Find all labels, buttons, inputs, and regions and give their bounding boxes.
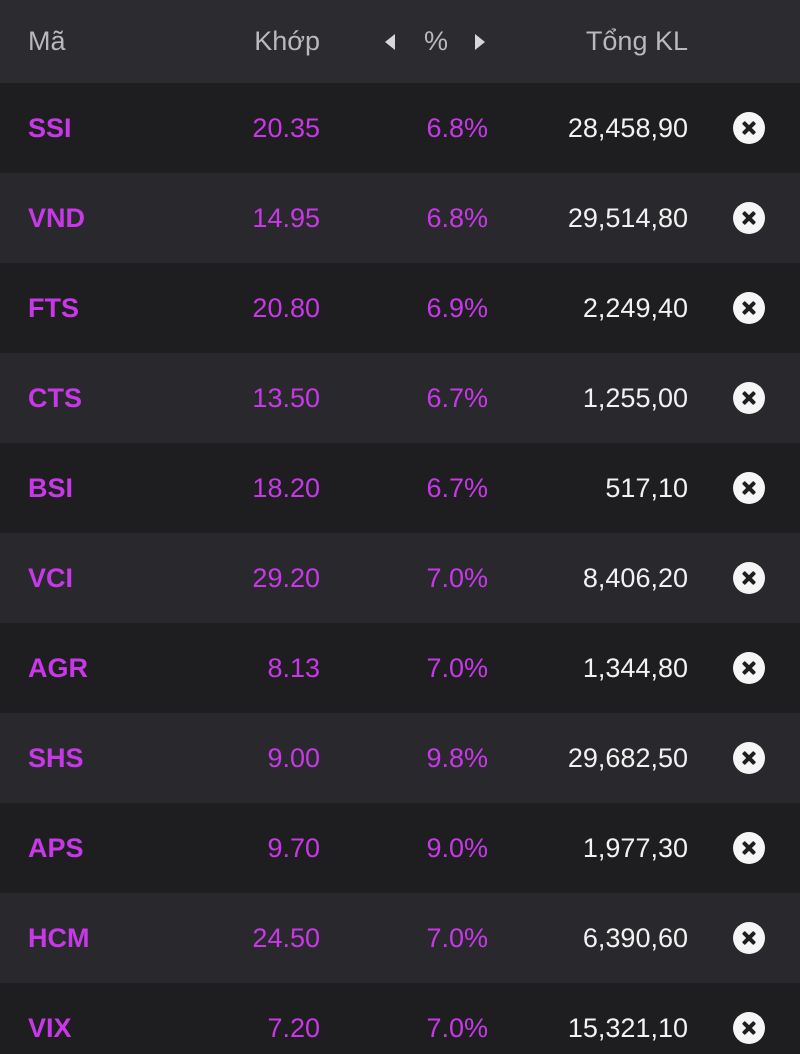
close-circle-icon[interactable] [733,562,765,594]
close-circle-icon[interactable] [733,382,765,414]
change-pct: 7.0% [426,922,488,953]
change-pct: 6.7% [426,472,488,503]
close-circle-icon[interactable] [733,472,765,504]
table-row[interactable]: CTS 13.50 6.7% 1,255,00 [0,353,800,443]
stock-code[interactable]: AGR [28,652,88,683]
match-price: 9.70 [267,832,320,863]
total-volume: 6,390,60 [582,922,688,953]
header-price[interactable]: Khớp [254,26,320,56]
table-row[interactable]: VND 14.95 6.8% 29,514,80 [0,173,800,263]
table-row[interactable]: FTS 20.80 6.9% 2,249,40 [0,263,800,353]
table-row[interactable]: VCI 29.20 7.0% 8,406,20 [0,533,800,623]
chevron-right-icon[interactable] [475,33,485,50]
close-circle-icon[interactable] [733,292,765,324]
stock-code[interactable]: SHS [28,742,84,773]
total-volume: 2,249,40 [582,292,688,323]
header-volume[interactable]: Tổng KL [585,26,688,56]
change-pct: 6.8% [426,202,488,233]
change-pct: 9.0% [426,832,488,863]
stock-code[interactable]: APS [28,832,84,863]
table-row[interactable]: SSI 20.35 6.8% 28,458,90 [0,83,800,173]
match-price: 20.35 [252,112,320,143]
total-volume: 1,977,30 [582,832,688,863]
match-price: 29.20 [252,562,320,593]
close-circle-icon[interactable] [733,1012,765,1044]
table-row[interactable]: AGR 8.13 7.0% 1,344,80 [0,623,800,713]
change-pct: 7.0% [426,1012,488,1043]
close-circle-icon[interactable] [733,832,765,864]
stock-code[interactable]: VND [28,202,86,233]
table-body: SSI 20.35 6.8% 28,458,90 VND 14.95 6.8% … [0,83,800,1054]
match-price: 20.80 [252,292,320,323]
chevron-left-icon[interactable] [385,33,395,50]
match-price: 24.50 [252,922,320,953]
match-price: 14.95 [252,202,320,233]
header-code[interactable]: Mã [28,26,66,56]
close-circle-icon[interactable] [733,112,765,144]
total-volume: 29,682,50 [567,742,688,773]
stock-code[interactable]: BSI [28,472,74,503]
total-volume: 517,10 [605,472,688,503]
close-circle-icon[interactable] [733,742,765,774]
table-row[interactable]: APS 9.70 9.0% 1,977,30 [0,803,800,893]
change-pct: 6.7% [426,382,488,413]
stock-code[interactable]: VCI [28,562,74,593]
change-pct: 9.8% [426,742,488,773]
close-circle-icon[interactable] [733,652,765,684]
match-price: 9.00 [267,742,320,773]
change-pct: 6.8% [426,112,488,143]
stock-code[interactable]: CTS [28,382,82,413]
close-circle-icon[interactable] [733,922,765,954]
total-volume: 1,344,80 [582,652,688,683]
header-pct-switcher: % [320,26,488,57]
match-price: 8.13 [267,652,320,683]
total-volume: 8,406,20 [582,562,688,593]
match-price: 7.20 [267,1012,320,1043]
match-price: 13.50 [252,382,320,413]
match-price: 18.20 [252,472,320,503]
stock-code[interactable]: HCM [28,922,90,953]
stock-code[interactable]: SSI [28,112,72,143]
total-volume: 28,458,90 [567,112,688,143]
change-pct: 6.9% [426,292,488,323]
table-header: Mã Khớp % Tổng KL [0,0,800,83]
change-pct: 7.0% [426,562,488,593]
close-circle-icon[interactable] [733,202,765,234]
total-volume: 1,255,00 [582,382,688,413]
table-row[interactable]: VIX 7.20 7.0% 15,321,10 [0,983,800,1054]
table-row[interactable]: BSI 18.20 6.7% 517,10 [0,443,800,533]
table-row[interactable]: HCM 24.50 7.0% 6,390,60 [0,893,800,983]
header-pct[interactable]: % [423,26,448,56]
total-volume: 15,321,10 [567,1012,688,1043]
table-row[interactable]: SHS 9.00 9.8% 29,682,50 [0,713,800,803]
total-volume: 29,514,80 [567,202,688,233]
stock-code[interactable]: FTS [28,292,79,323]
change-pct: 7.0% [426,652,488,683]
stock-code[interactable]: VIX [28,1012,72,1043]
